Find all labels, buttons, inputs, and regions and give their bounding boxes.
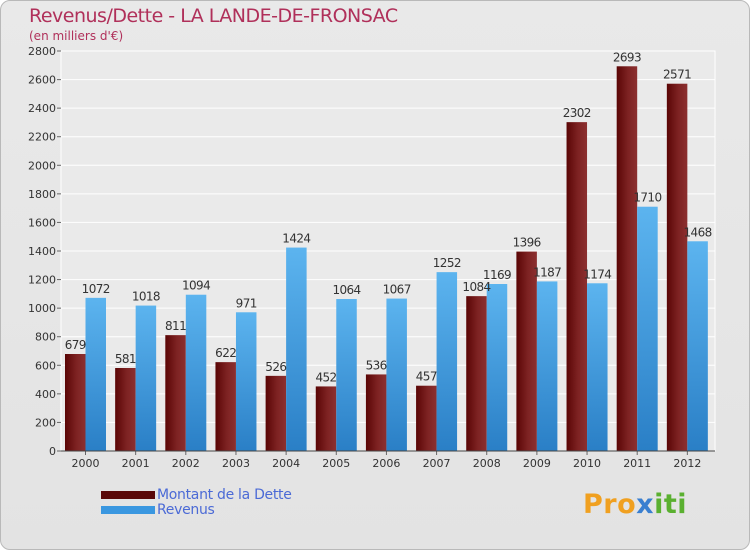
x-tick-label: 2012 bbox=[673, 457, 701, 470]
y-tick-label: 800 bbox=[35, 331, 56, 344]
data-label-revenus: 1468 bbox=[684, 225, 712, 239]
data-label-revenus: 1710 bbox=[633, 191, 661, 205]
data-label-revenus: 1169 bbox=[483, 268, 511, 282]
bar-revenus bbox=[235, 312, 257, 451]
bar-debt bbox=[416, 385, 437, 451]
legend-item-revenus: Revenus bbox=[101, 501, 292, 518]
x-tick-label: 2010 bbox=[573, 457, 601, 470]
bar-debt bbox=[666, 83, 688, 451]
bar-debt bbox=[115, 368, 136, 451]
bar-revenus bbox=[386, 298, 407, 451]
x-tick-label: 2009 bbox=[523, 457, 551, 470]
legend-label-debt: Montant de la Dette bbox=[157, 486, 292, 503]
data-label-revenus: 1064 bbox=[332, 283, 360, 297]
chart-title: Revenus/Dette - LA LANDE-DE-FRONSAC bbox=[29, 5, 398, 27]
legend-label-revenus: Revenus bbox=[157, 501, 215, 518]
x-tick-label: 2006 bbox=[372, 457, 400, 470]
data-label-revenus: 1424 bbox=[282, 232, 310, 246]
bar-revenus bbox=[436, 272, 458, 451]
data-label-revenus: 971 bbox=[236, 296, 257, 310]
data-label-debt: 2571 bbox=[663, 68, 691, 82]
bar-debt bbox=[466, 296, 487, 451]
bar-revenus bbox=[587, 283, 608, 451]
legend-swatch-revenus bbox=[101, 505, 155, 514]
data-label-debt: 526 bbox=[265, 360, 286, 374]
y-tick-label: 2200 bbox=[28, 131, 56, 144]
bar-debt bbox=[165, 335, 186, 451]
y-tick-label: 1200 bbox=[28, 274, 56, 287]
proxiti-logo: Proxiti bbox=[583, 489, 687, 520]
x-tick-label: 2000 bbox=[72, 457, 100, 470]
data-label-debt: 536 bbox=[366, 358, 387, 372]
data-label-revenus: 1094 bbox=[182, 279, 210, 293]
legend: Montant de la Dette Revenus bbox=[101, 486, 292, 518]
legend-item-debt: Montant de la Dette bbox=[101, 486, 292, 503]
data-label-debt: 581 bbox=[115, 352, 136, 366]
bar-debt bbox=[566, 122, 588, 452]
x-tick-label: 2011 bbox=[623, 457, 651, 470]
data-label-revenus: 1174 bbox=[583, 267, 611, 281]
y-tick-label: 2400 bbox=[28, 102, 56, 115]
data-label-revenus: 1072 bbox=[82, 282, 110, 296]
data-label-debt: 2693 bbox=[613, 50, 641, 64]
x-tick-label: 2002 bbox=[172, 457, 200, 470]
bar-revenus bbox=[536, 281, 558, 451]
bar-debt bbox=[65, 354, 86, 451]
bar-revenus bbox=[185, 294, 207, 451]
bar-debt bbox=[215, 362, 236, 451]
bar-revenus bbox=[135, 305, 157, 451]
data-label-debt: 679 bbox=[65, 338, 86, 352]
bar-revenus bbox=[687, 241, 708, 451]
bar-debt bbox=[265, 375, 287, 451]
y-tick-label: 0 bbox=[49, 445, 56, 458]
y-tick-label: 1000 bbox=[28, 302, 56, 315]
bar-revenus bbox=[486, 284, 508, 451]
y-tick-label: 1800 bbox=[28, 188, 56, 201]
bar-revenus bbox=[286, 247, 307, 451]
y-tick-label: 1400 bbox=[28, 245, 56, 258]
bar-debt bbox=[365, 374, 387, 451]
data-label-revenus: 1018 bbox=[132, 290, 160, 304]
data-label-debt: 452 bbox=[315, 370, 336, 384]
bar-debt bbox=[315, 386, 337, 451]
x-tick-label: 2007 bbox=[423, 457, 451, 470]
bar-debt bbox=[616, 66, 638, 452]
data-label-debt: 1084 bbox=[462, 280, 490, 294]
bar-revenus bbox=[637, 206, 658, 451]
y-tick-label: 400 bbox=[35, 388, 56, 401]
bar-revenus bbox=[85, 297, 106, 451]
chart-subtitle: (en milliers d'€) bbox=[29, 29, 124, 43]
data-label-debt: 622 bbox=[215, 346, 236, 360]
y-tick-label: 2600 bbox=[28, 74, 56, 87]
data-labels: 679 1072 581 1018 811 1094 622 971 526 1424 452 106… bbox=[65, 50, 713, 384]
data-label-revenus: 1252 bbox=[433, 256, 461, 270]
x-tick-label: 2003 bbox=[222, 457, 250, 470]
legend-swatch-debt bbox=[101, 490, 155, 499]
y-tick-label: 2000 bbox=[28, 159, 56, 172]
bar-revenus bbox=[336, 299, 357, 451]
x-tick-label: 2001 bbox=[122, 457, 150, 470]
y-tick-label: 600 bbox=[35, 359, 56, 372]
y-axis-ticks: 0 200 400 600 800 1000 1200 1400 1600 1800 2000 220… bbox=[28, 45, 61, 458]
bar-debt bbox=[516, 251, 537, 451]
data-label-revenus: 1067 bbox=[383, 283, 411, 297]
x-tick-label: 2005 bbox=[322, 457, 350, 470]
x-tick-label: 2004 bbox=[272, 457, 300, 470]
data-label-revenus: 1187 bbox=[533, 265, 561, 279]
y-tick-label: 200 bbox=[35, 416, 56, 429]
data-label-debt: 2302 bbox=[563, 106, 591, 120]
x-tick-label: 2008 bbox=[473, 457, 501, 470]
y-tick-label: 2800 bbox=[28, 45, 56, 58]
x-axis-ticks: 2000 2001 2002 2003 2004 2005 2006 2007 2008 2009… bbox=[72, 451, 701, 470]
y-tick-label: 1600 bbox=[28, 216, 56, 229]
data-label-debt: 1396 bbox=[513, 236, 541, 250]
bars bbox=[65, 66, 708, 452]
data-label-debt: 457 bbox=[416, 370, 437, 384]
data-label-debt: 811 bbox=[165, 319, 186, 333]
